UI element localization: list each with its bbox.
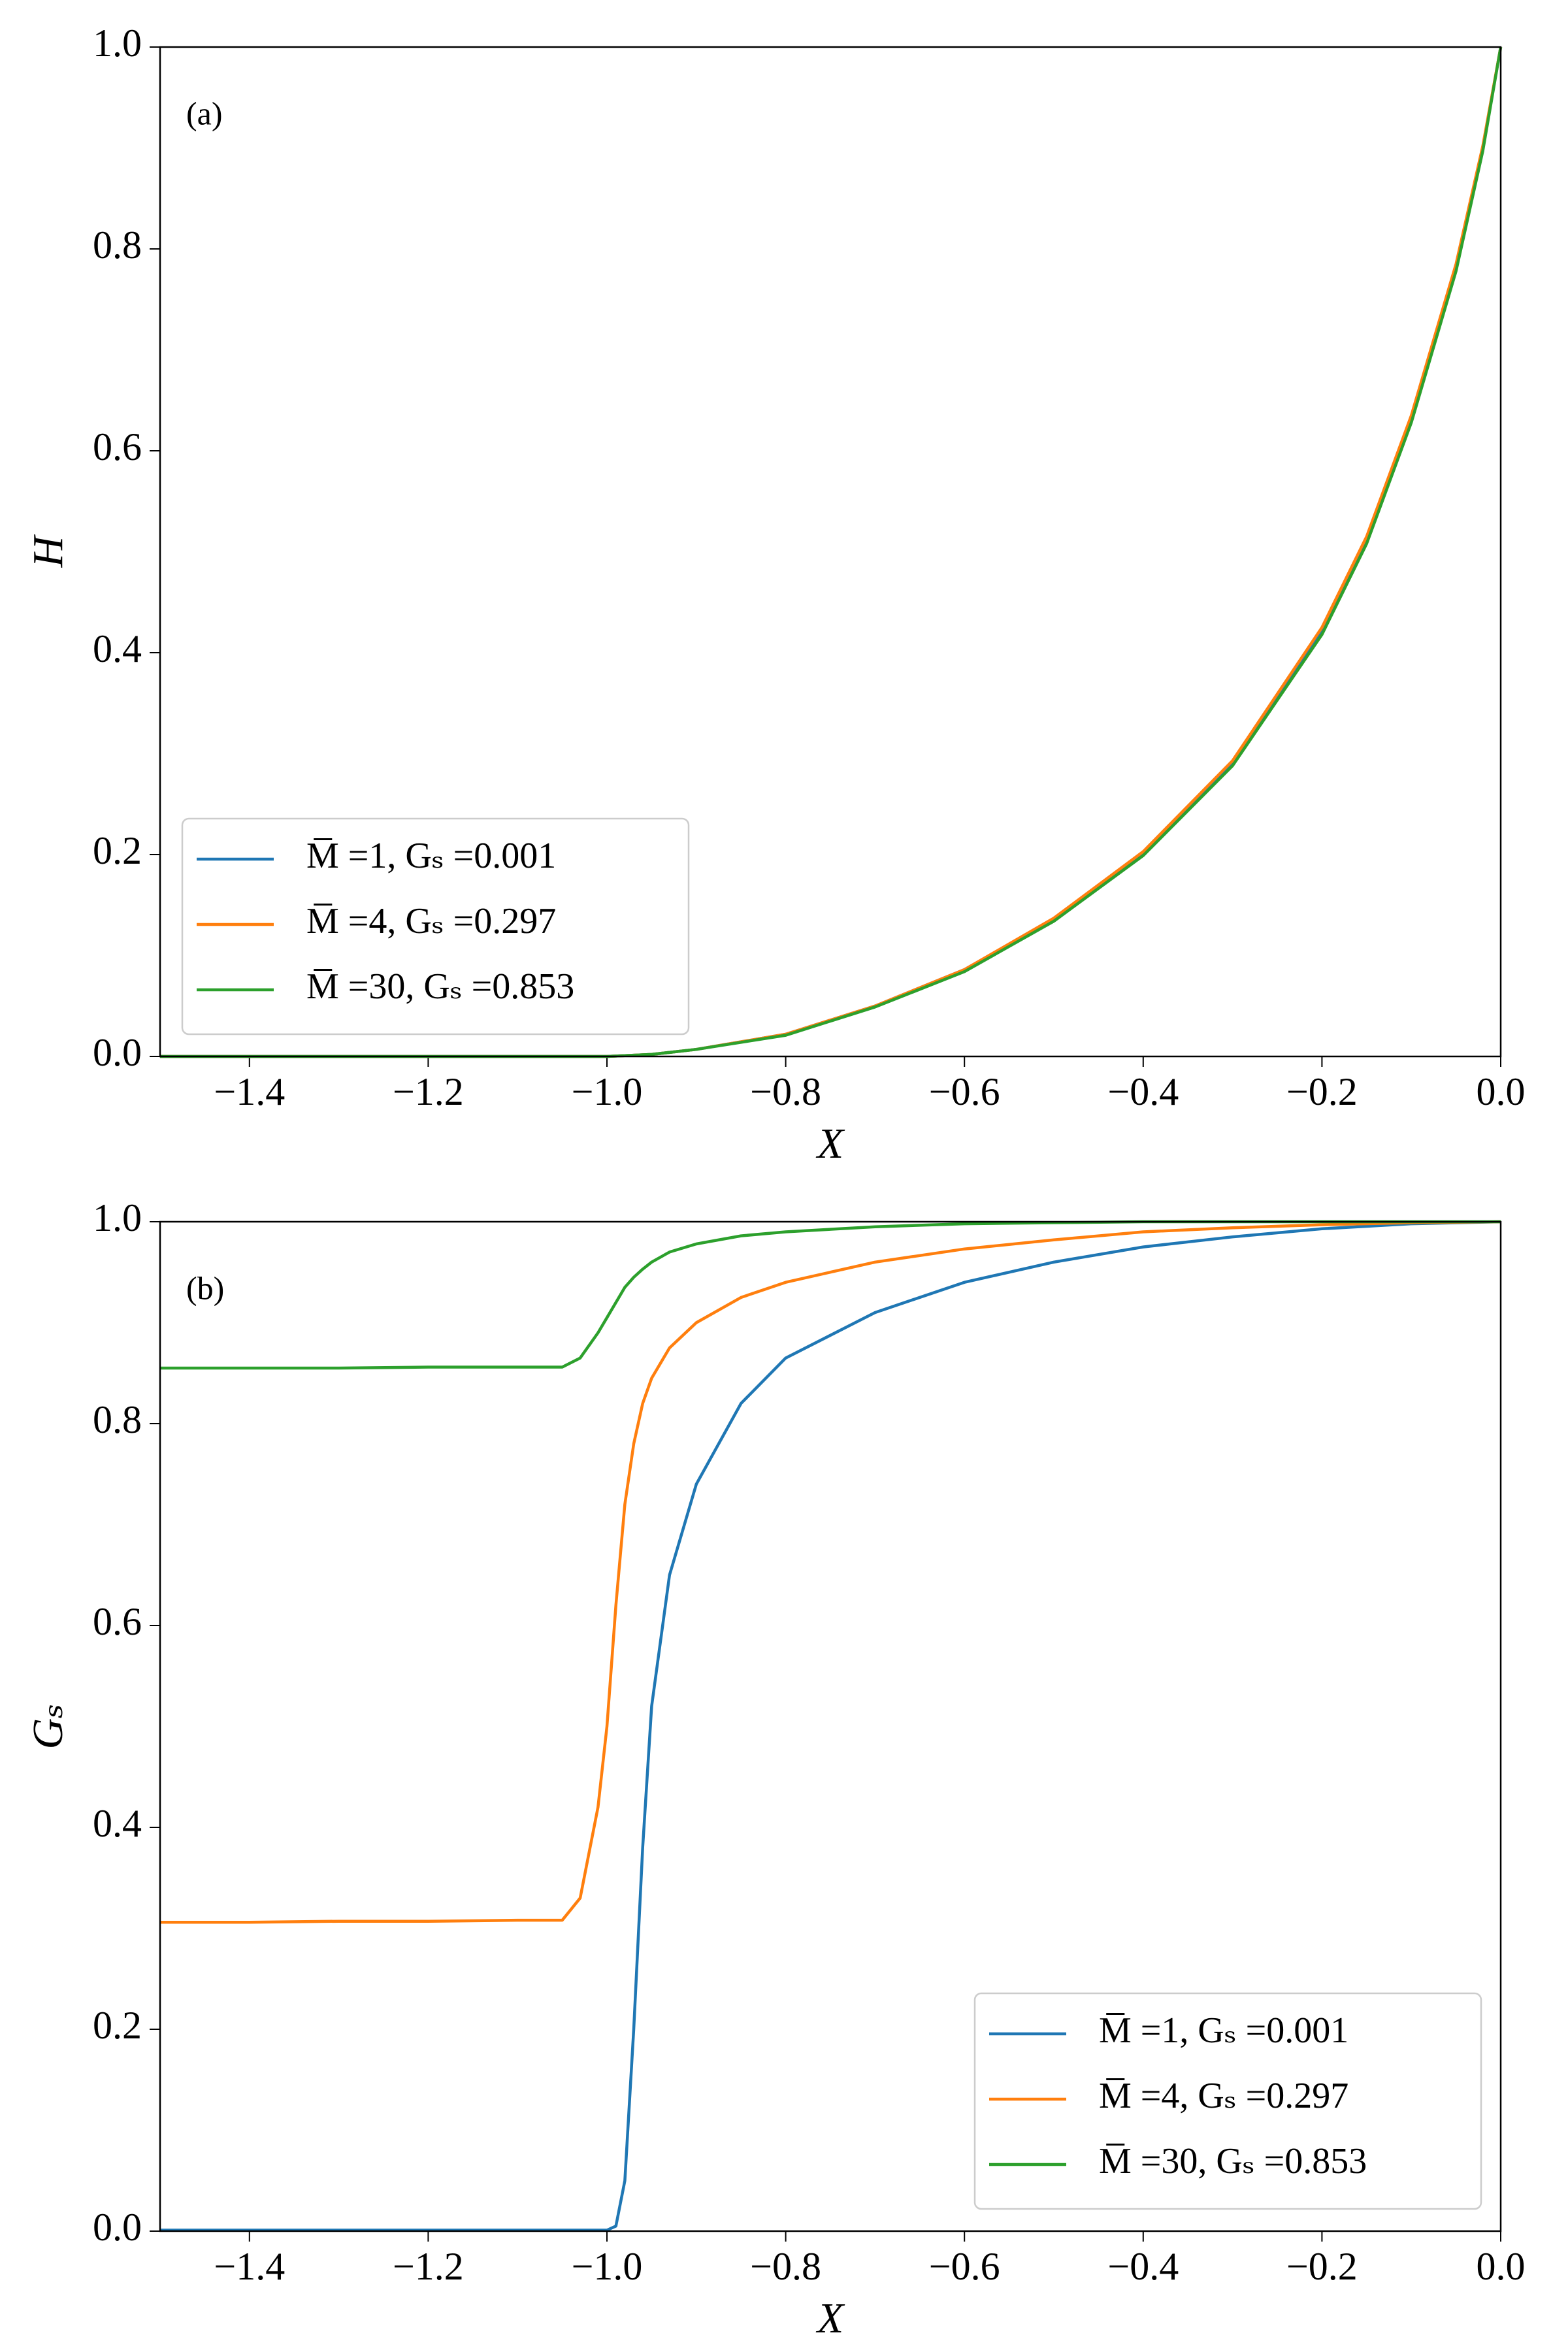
x-tick-label: 0.0	[1477, 1070, 1526, 1113]
axes-frame	[159, 46, 1502, 1058]
y-tick-label: 0.4	[93, 627, 142, 670]
x-tick-label: −0.8	[750, 2245, 821, 2288]
y-tick-label: 0.0	[93, 2206, 142, 2249]
x-tick-label: −0.6	[929, 2245, 1000, 2288]
x-tick-label: −0.8	[750, 1070, 821, 1113]
y-axis-label: Gₛ	[24, 1704, 72, 1750]
y-tick-label: 1.0	[93, 1196, 142, 1239]
axes-frame	[159, 1220, 1502, 2232]
annotation: (a)	[186, 95, 223, 131]
legend-box	[181, 817, 690, 1036]
x-tick-label: −0.6	[929, 1070, 1000, 1113]
legend-box	[973, 1992, 1482, 2210]
x-tick-label: −0.2	[1286, 2245, 1358, 2288]
annotation: (b)	[186, 1269, 224, 1306]
x-tick-label: 0.0	[1477, 2245, 1526, 2288]
x-tick-label: −0.2	[1286, 1070, 1358, 1113]
x-axis-label: X	[815, 2295, 845, 2342]
y-tick-label: 0.6	[93, 425, 142, 468]
x-tick-label: −1.4	[214, 2245, 285, 2288]
y-tick-label: 0.4	[93, 1802, 142, 1845]
legend-label: M̅ =1, Gₛ =0.001	[306, 836, 556, 876]
x-tick-label: −1.2	[393, 2245, 464, 2288]
y-tick-label: 0.6	[93, 1600, 142, 1643]
y-axis-label: H	[24, 534, 72, 568]
legend-label: M̅ =30, Gₛ =0.853	[306, 966, 574, 1007]
data-line	[160, 1220, 1501, 1924]
x-tick-label: −1.4	[214, 1070, 285, 1113]
x-axis-label: X	[815, 1120, 845, 1168]
y-tick-label: 1.0	[93, 22, 142, 65]
y-tick-label: 0.8	[93, 1398, 142, 1441]
x-tick-label: −0.4	[1107, 1070, 1179, 1113]
y-tick-label: 0.8	[93, 223, 142, 267]
legend-label: M̅ =30, Gₛ =0.853	[1099, 2141, 1367, 2181]
x-tick-label: −1.2	[393, 1070, 464, 1113]
x-tick-label: −0.4	[1107, 2245, 1179, 2288]
legend-label: M̅ =4, Gₛ =0.297	[306, 901, 556, 941]
legend-label: M̅ =4, Gₛ =0.297	[1099, 2076, 1348, 2116]
data-line	[160, 1220, 1501, 1370]
legend-label: M̅ =1, Gₛ =0.001	[1099, 2010, 1348, 2051]
y-tick-label: 0.0	[93, 1031, 142, 1074]
y-tick-label: 0.2	[93, 2004, 142, 2047]
x-tick-label: −1.0	[572, 2245, 643, 2288]
data-line	[160, 1220, 1501, 2232]
y-tick-label: 0.2	[93, 829, 142, 872]
x-tick-label: −1.0	[572, 1070, 643, 1113]
